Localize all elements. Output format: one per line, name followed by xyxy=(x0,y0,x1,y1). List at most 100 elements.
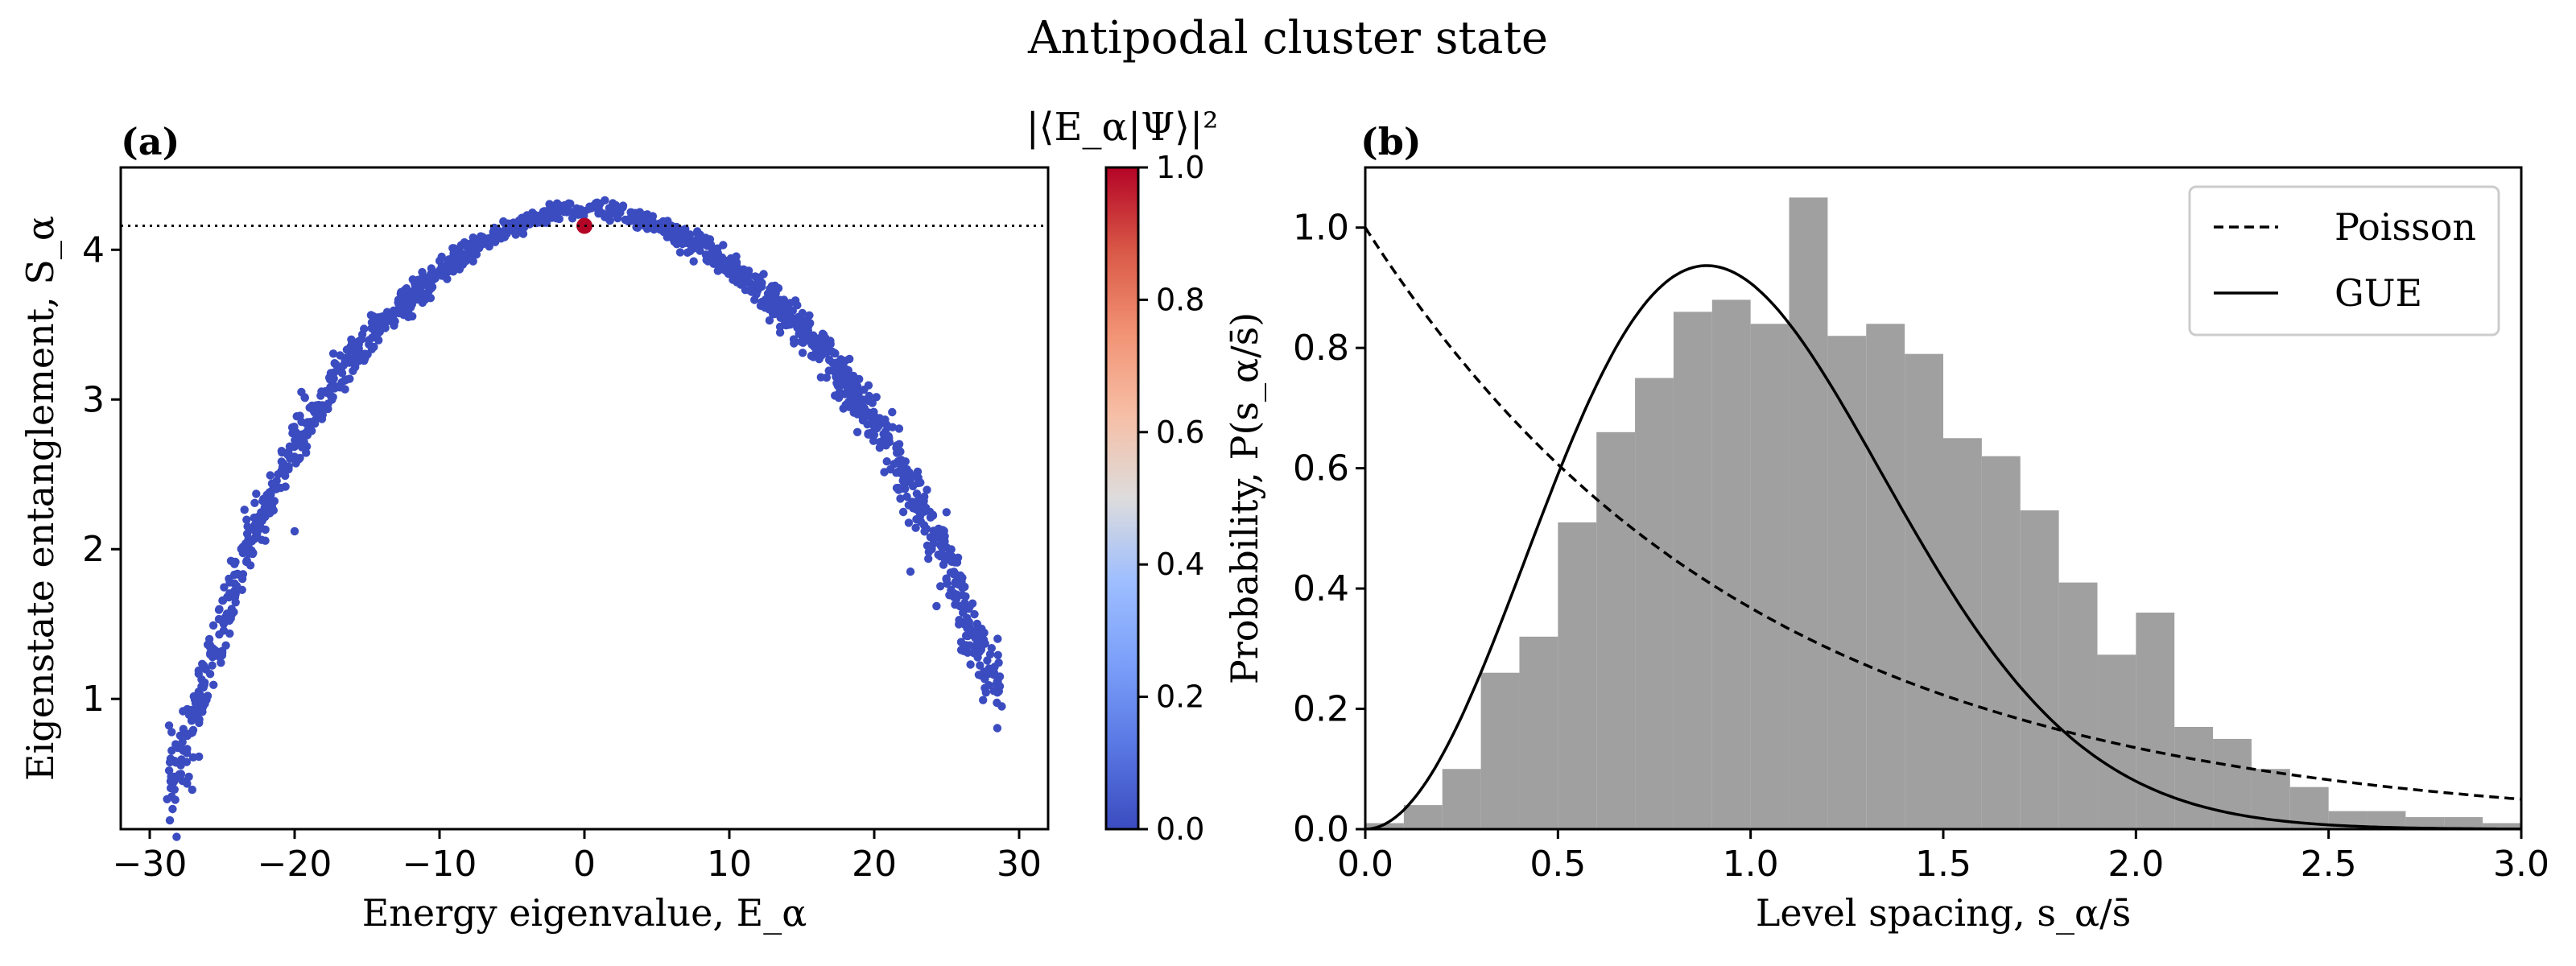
eigenstate-point xyxy=(849,404,858,413)
eigenstate-point xyxy=(208,621,218,630)
eigenstate-point xyxy=(555,214,564,224)
panel-b-y-ticks: 0.0 0.2 0.4 0.6 0.8 1.0 xyxy=(1293,208,1365,850)
eigenstate-point xyxy=(394,298,402,307)
eigenstate-point xyxy=(193,712,202,721)
eigenstate-point xyxy=(299,440,308,449)
eigenstate-point xyxy=(250,498,259,507)
eigenstate-point xyxy=(898,507,908,517)
panel-a-points xyxy=(163,196,1006,841)
eigenstate-point xyxy=(201,665,210,674)
eigenstate-point xyxy=(336,383,345,392)
eigenstate-point xyxy=(261,536,270,545)
eigenstate-point xyxy=(766,284,774,293)
eigenstate-point xyxy=(614,205,623,214)
y-tick-label: 3 xyxy=(82,379,105,420)
eigenstate-point xyxy=(888,407,897,417)
eigenstate-point xyxy=(349,366,357,375)
eigenstate-point xyxy=(595,206,604,215)
eigenstate-point xyxy=(472,239,481,248)
eigenstate-point xyxy=(896,494,905,503)
eigenstate-point xyxy=(238,548,247,558)
colorbar-tick-label: 0.2 xyxy=(1156,679,1204,715)
colorbar-tick-label: 0.0 xyxy=(1156,811,1204,847)
eigenstate-point xyxy=(225,578,234,587)
colorbar-tick-label: 0.6 xyxy=(1156,415,1204,450)
eigenstate-point xyxy=(326,369,336,378)
eigenstate-point xyxy=(164,721,174,730)
x-tick-label: 1.5 xyxy=(1915,844,1971,885)
eigenstate-point xyxy=(164,766,174,775)
eigenstate-point xyxy=(675,233,684,242)
eigenstate-point xyxy=(462,254,471,263)
eigenstate-point xyxy=(826,340,835,349)
eigenstate-point xyxy=(642,210,652,219)
eigenstate-point xyxy=(983,667,992,676)
x-tick-label: 2.5 xyxy=(2301,844,2357,885)
eigenstate-point xyxy=(956,638,966,646)
eigenstate-point xyxy=(737,278,747,287)
histogram-bar xyxy=(1711,299,1751,829)
colorbar-label: |⟨E_α|Ψ⟩|² xyxy=(1026,105,1219,150)
eigenstate-point xyxy=(985,681,993,690)
eigenstate-point xyxy=(321,387,330,396)
eigenstate-point xyxy=(667,225,675,234)
eigenstate-point xyxy=(972,619,982,629)
eigenstate-point xyxy=(894,424,904,433)
eigenstate-point xyxy=(215,605,224,613)
eigenstate-point xyxy=(545,200,554,208)
eigenstate-point xyxy=(324,404,332,414)
panel-b-y-label: Probability, P(s_α/s̄) xyxy=(1223,312,1266,684)
eigenstate-point xyxy=(970,609,979,619)
eigenstate-point xyxy=(980,675,989,683)
eigenstate-point xyxy=(231,589,240,599)
eigenstate-point xyxy=(231,598,240,607)
histogram-bar xyxy=(1596,431,1636,829)
y-tick-label: 4 xyxy=(82,229,105,270)
histogram-bar xyxy=(1365,823,1404,829)
eigenstate-point xyxy=(375,324,384,334)
eigenstate-point xyxy=(967,627,976,636)
eigenstate-point xyxy=(993,724,1002,733)
histogram-bar xyxy=(1519,636,1558,829)
eigenstate-point xyxy=(894,467,903,477)
eigenstate-point xyxy=(824,366,833,375)
eigenstate-point xyxy=(200,680,208,689)
eigenstate-point xyxy=(416,283,425,292)
eigenstate-point xyxy=(872,393,881,402)
eigenstate-point xyxy=(200,700,209,708)
eigenstate-point xyxy=(705,240,714,250)
histogram-bar xyxy=(1943,438,1982,829)
eigenstate-point xyxy=(312,415,320,424)
eigenstate-point xyxy=(707,257,716,266)
eigenstate-point xyxy=(231,557,240,567)
eigenstate-point xyxy=(410,279,419,287)
eigenstate-point xyxy=(217,658,225,667)
eigenstate-point xyxy=(177,755,186,764)
eigenstate-point xyxy=(875,414,884,423)
eigenstate-point xyxy=(175,770,184,779)
eigenstate-point xyxy=(170,777,179,786)
eigenstate-point xyxy=(689,257,698,266)
eigenstate-point xyxy=(782,302,791,311)
eigenstate-point xyxy=(209,680,218,689)
eigenstate-point xyxy=(863,420,872,429)
eigenstate-point xyxy=(279,460,288,469)
eigenstate-point xyxy=(292,412,301,421)
histogram-bar xyxy=(1558,522,1597,829)
eigenstate-point xyxy=(165,815,175,825)
eigenstate-point xyxy=(424,287,433,296)
eigenstate-point xyxy=(966,660,975,669)
eigenstate-point xyxy=(817,341,826,350)
eigenstate-point xyxy=(765,316,774,325)
eigenstate-point xyxy=(911,505,920,514)
eigenstate-point xyxy=(337,369,347,378)
eigenstate-point xyxy=(171,740,180,749)
eigenstate-point xyxy=(844,387,852,396)
histogram-bar xyxy=(2367,811,2406,829)
x-tick-label: 20 xyxy=(852,844,897,885)
eigenstate-point xyxy=(855,374,864,384)
x-tick-label: 0.5 xyxy=(1530,844,1586,885)
eigenstate-point xyxy=(896,447,905,456)
eigenstate-point xyxy=(976,661,985,670)
